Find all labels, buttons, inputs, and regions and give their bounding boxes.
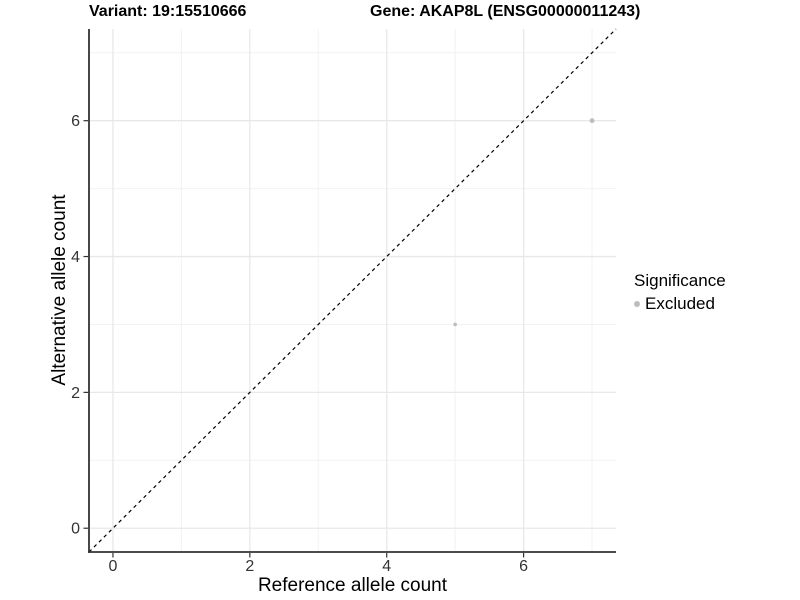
y-axis-title: Alternative allele count [49, 194, 70, 386]
legend-item-excluded: Excluded [634, 294, 726, 314]
y-tick-label: 2 [71, 385, 80, 402]
plot-title-gene: Gene: AKAP8L (ENSG00000011243) [370, 3, 641, 20]
x-tick-label: 0 [109, 558, 118, 575]
y-tick-label: 6 [71, 113, 80, 130]
legend: Significance Excluded [634, 271, 726, 314]
excluded-dot-icon [634, 301, 640, 307]
data-point [453, 322, 457, 327]
y-tick-label: 0 [71, 521, 80, 538]
identity-dashed-line [88, 28, 617, 553]
data-point [589, 118, 595, 124]
x-axis-title: Reference allele count [257, 575, 448, 596]
legend-item-label: Excluded [645, 294, 715, 313]
x-tick-label: 4 [382, 558, 391, 575]
plot-title-variant: Variant: 19:15510666 [89, 3, 247, 20]
legend-title: Significance [634, 271, 726, 290]
x-tick-label: 2 [245, 558, 254, 575]
y-tick-label: 4 [71, 249, 80, 266]
x-tick-label: 6 [519, 558, 528, 575]
